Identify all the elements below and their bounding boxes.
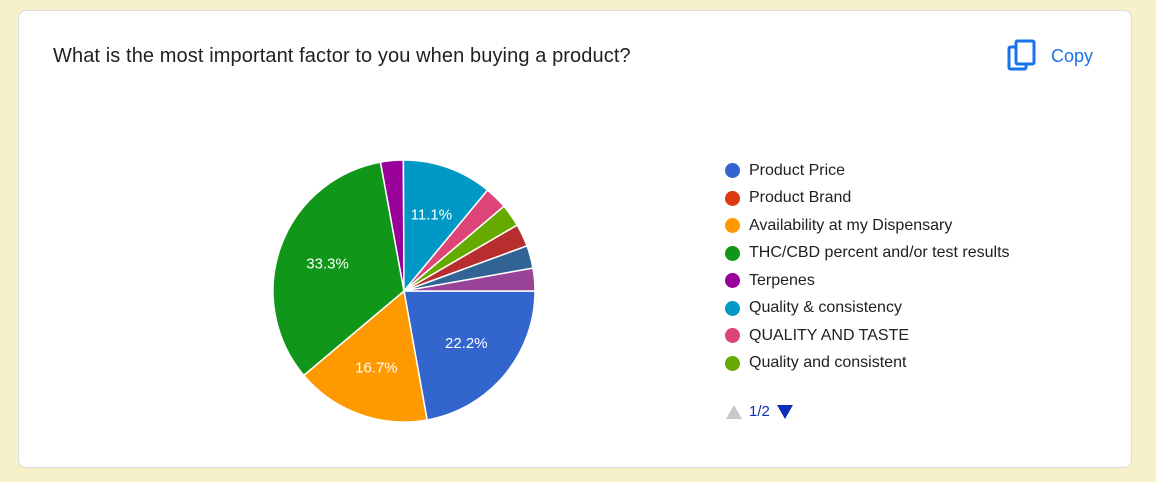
copy-icon — [1007, 39, 1036, 71]
legend-label: Product Brand — [749, 189, 852, 207]
legend-swatch — [725, 245, 740, 261]
triangle-down-icon[interactable] — [776, 404, 794, 420]
pie-chart: 22.2% 16.7% 33.3% 11.1% — [272, 159, 536, 423]
legend-label: Availability at my Dispensary — [749, 216, 953, 234]
legend-swatch — [725, 163, 740, 179]
legend-label: Terpenes — [749, 271, 815, 289]
legend-swatch — [725, 190, 740, 206]
chart-title: What is the most important factor to you… — [53, 45, 631, 67]
legend-label: Quality & consistency — [749, 299, 902, 317]
legend-label: QUALITY AND TASTE — [749, 326, 910, 344]
pie-slice[interactable] — [403, 267, 536, 292]
slice-label: 11.1% — [411, 207, 452, 224]
legend-label: Quality and consistent — [749, 354, 907, 372]
copy-button[interactable]: Copy — [1007, 39, 1093, 73]
copy-label: Copy — [1050, 45, 1093, 66]
slice-label: 33.3% — [306, 256, 349, 273]
legend-label: THC/CBD percent and/or test results — [749, 244, 1010, 262]
legend-pager: 1/2 — [725, 403, 794, 420]
slice-label: 16.7% — [355, 359, 398, 376]
legend-item: Quality & consistency — [725, 295, 1010, 323]
legend-swatch — [725, 218, 740, 234]
legend-swatch — [725, 300, 740, 316]
pager-label: 1/2 — [749, 403, 770, 420]
legend-swatch — [725, 273, 740, 289]
pie-slice[interactable] — [402, 159, 489, 294]
legend-swatch — [725, 328, 740, 344]
pie-slice[interactable] — [302, 289, 428, 423]
legend-item: Quality and consistent — [725, 350, 1010, 378]
legend-label: Product Price — [749, 161, 846, 179]
legend-item: Product Brand — [725, 185, 1010, 213]
legend-item: Availability at my Dispensary — [725, 212, 1010, 240]
chart-card: What is the most important factor to you… — [18, 10, 1132, 468]
legend-item: QUALITY AND TASTE — [725, 322, 1010, 350]
triangle-up-icon[interactable] — [725, 404, 743, 420]
legend-item: THC/CBD percent and/or test results — [725, 240, 1010, 268]
pie-slice[interactable] — [272, 161, 405, 377]
pie-slice[interactable] — [403, 290, 536, 421]
chart-legend: Product Price Product Brand Availability a… — [725, 157, 1010, 377]
slice-label: 22.2% — [445, 335, 488, 352]
legend-swatch — [725, 355, 740, 371]
legend-item: Terpenes — [725, 267, 1010, 295]
legend-item: Product Price — [725, 157, 1010, 185]
